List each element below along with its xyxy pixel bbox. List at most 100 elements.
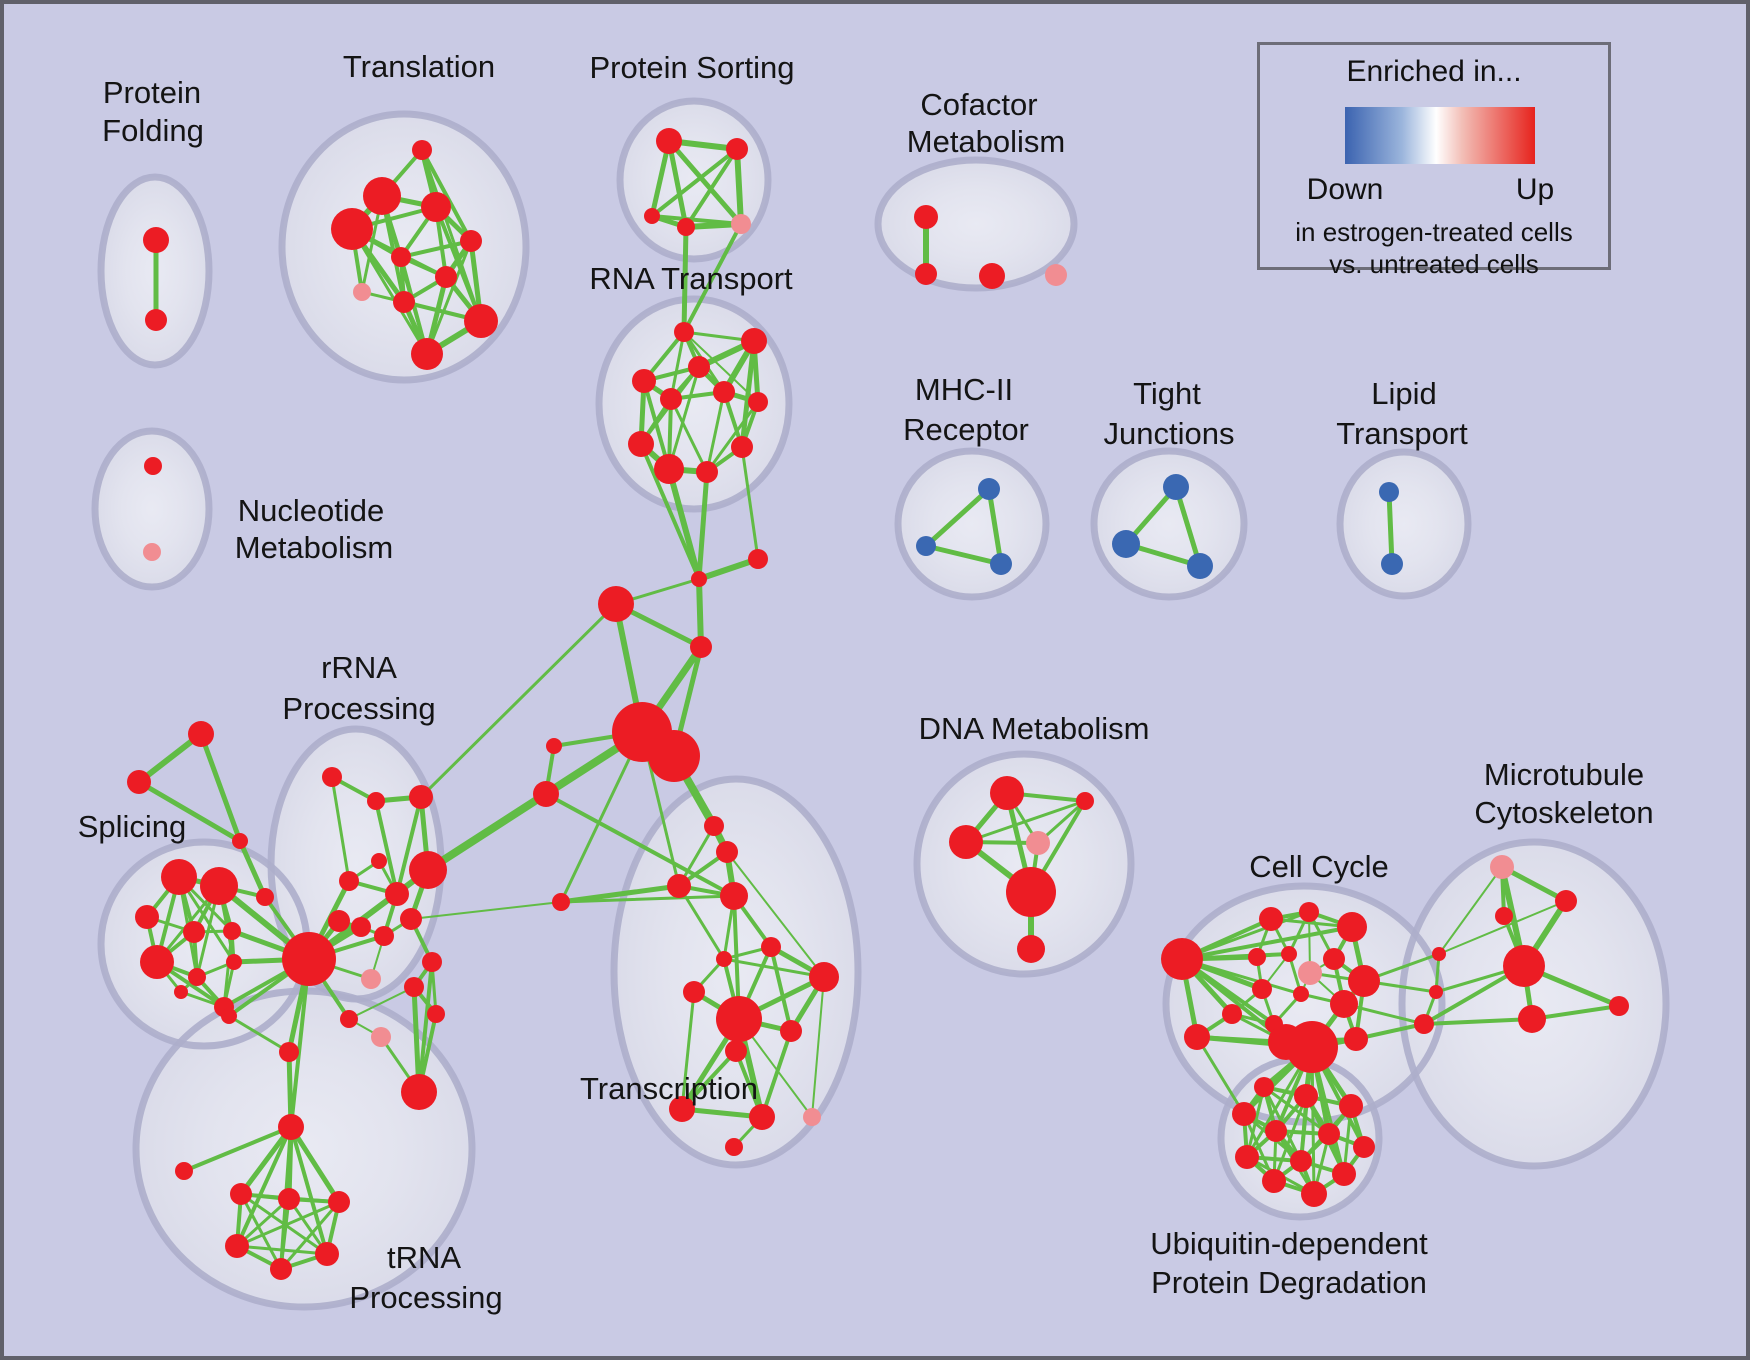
network-edge — [374, 799, 399, 896]
network-node-red — [780, 1020, 802, 1042]
cluster-label-nucleotide-metabolism: Metabolism — [235, 530, 394, 565]
network-node-red — [144, 457, 162, 475]
network-node-red — [232, 833, 248, 849]
network-node-red — [1293, 986, 1309, 1002]
network-edge — [235, 1125, 293, 1248]
network-node-red — [411, 338, 443, 370]
network-edge — [642, 379, 671, 471]
cluster-bubble-outline-cofactor-metabolism — [874, 156, 1078, 292]
network-node-red — [221, 1008, 237, 1024]
network-node-blue — [1163, 474, 1189, 500]
network-node-red — [731, 436, 753, 458]
cluster-label-microtubule-cytoskeleton: Cytoskeleton — [1474, 795, 1653, 830]
network-edge — [666, 138, 744, 227]
network-node-red — [748, 392, 768, 412]
cluster-bubble-outline-protein-folding — [97, 173, 213, 369]
legend-title: Enriched in... — [1346, 55, 1522, 88]
network-node-red — [256, 888, 274, 906]
network-edge — [235, 1200, 341, 1248]
network-edge — [289, 1125, 329, 1256]
network-node-blue — [1379, 482, 1399, 502]
cluster-label-trna-processing: tRNA — [387, 1240, 461, 1275]
network-node-red — [391, 247, 411, 267]
network-node-red — [409, 785, 433, 809]
network-node-red — [401, 1074, 437, 1110]
network-edge — [681, 224, 689, 335]
network-node-red — [1286, 1021, 1338, 1073]
cluster-label-dna-metabolism: DNA Metabolism — [919, 711, 1150, 746]
network-edge — [289, 957, 311, 1129]
network-node-red — [749, 1104, 775, 1130]
cluster-label-trna-processing: Processing — [349, 1280, 502, 1315]
network-edge — [696, 576, 704, 650]
network-edge — [964, 799, 1087, 844]
network-node-red — [371, 853, 387, 869]
network-edge — [760, 1029, 793, 1119]
network-node-red — [669, 1096, 695, 1122]
network-edge — [1173, 484, 1203, 569]
network-node-red — [1290, 1150, 1312, 1172]
network-node-red — [683, 981, 705, 1003]
network-node-red — [1232, 1102, 1256, 1126]
network-edge — [669, 330, 686, 401]
network-node-red — [716, 951, 732, 967]
network-node-red — [278, 1188, 300, 1210]
network-edge — [348, 986, 415, 1020]
network-node-red — [1301, 1181, 1327, 1207]
network-node-red — [990, 776, 1024, 810]
legend-gradient-bar — [1345, 107, 1535, 164]
network-node-red — [1017, 935, 1045, 963]
legend-caption-line2: vs. untreated cells — [1329, 249, 1539, 279]
network-node-red — [174, 985, 188, 999]
network-node-red — [127, 770, 151, 794]
network-node-red — [223, 922, 241, 940]
network-node-red — [282, 932, 336, 986]
cluster-label-protein-folding: Folding — [102, 113, 204, 148]
network-node-red — [279, 1042, 299, 1062]
network-node-pink — [1490, 855, 1514, 879]
cluster-label-mhc-ii-receptor: Receptor — [903, 412, 1029, 447]
network-edge — [410, 901, 562, 920]
network-node-red — [691, 571, 707, 587]
cluster-label-lipid-transport: Lipid — [1371, 376, 1437, 411]
network-node-red — [726, 138, 748, 160]
network-node-red — [339, 871, 359, 891]
cluster-label-transcription: Transcription — [580, 1071, 758, 1106]
network-node-red — [412, 140, 432, 160]
network-edge — [235, 1244, 329, 1256]
network-node-red — [404, 977, 424, 997]
network-edge — [650, 147, 739, 218]
network-node-red — [552, 893, 570, 911]
network-node-red — [1337, 912, 1367, 942]
cluster-label-cofactor-metabolism: Metabolism — [907, 124, 1066, 159]
network-node-red — [422, 952, 442, 972]
network-node-red — [385, 882, 409, 906]
cluster-label-rrna-processing: rRNA — [321, 650, 397, 685]
network-edge — [239, 1192, 283, 1271]
network-node-red — [188, 721, 214, 747]
network-edge — [666, 138, 689, 230]
network-node-red — [226, 954, 242, 970]
network-edge — [399, 239, 473, 259]
cluster-bubble-outline-mhc-ii-receptor — [894, 447, 1050, 601]
network-edge — [417, 960, 434, 1094]
network-node-red — [230, 1183, 252, 1205]
network-edge — [682, 222, 743, 334]
cluster-bubble-outline-microtubule-cytoskeleton — [1398, 838, 1670, 1170]
network-edge — [684, 147, 739, 229]
network-edge — [419, 602, 618, 799]
network-node-red — [1222, 1004, 1242, 1024]
network-node-red — [690, 636, 712, 658]
network-node-red — [725, 1138, 743, 1156]
network-node-red — [1254, 1077, 1274, 1097]
network-node-red — [1332, 1162, 1356, 1186]
network-node-red — [809, 962, 839, 992]
cluster-label-tight-junctions: Tight — [1133, 376, 1201, 411]
network-node-red — [716, 996, 762, 1042]
network-edge — [424, 728, 646, 874]
network-edge — [1195, 1035, 1246, 1116]
network-edge — [559, 894, 736, 904]
network-node-red — [1330, 990, 1358, 1018]
network-node-red — [696, 461, 718, 483]
